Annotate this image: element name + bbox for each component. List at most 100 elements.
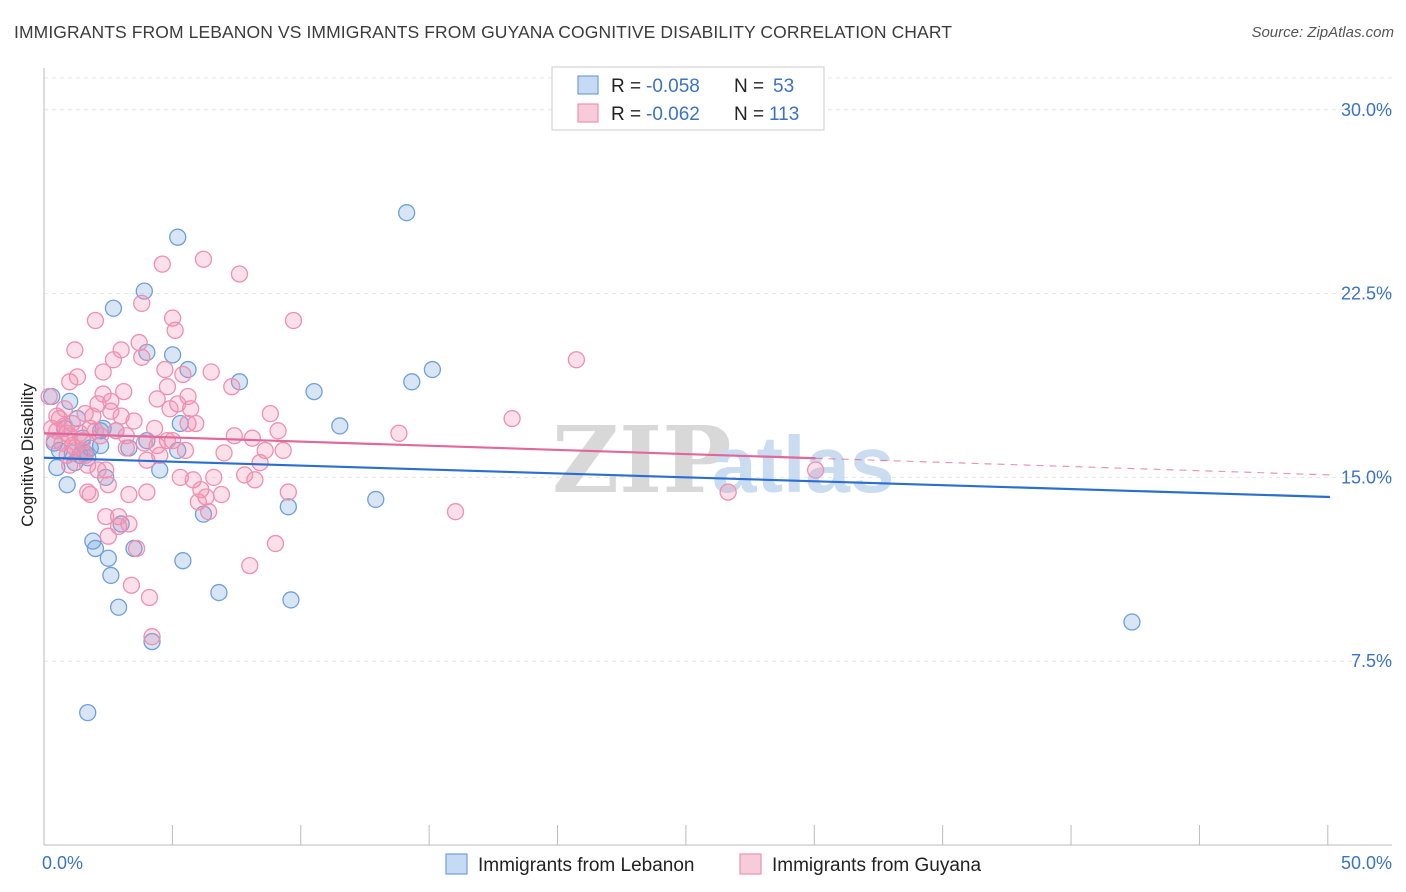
point-guyana — [115, 382, 133, 401]
point-guyana — [151, 446, 169, 464]
point-guyana — [158, 378, 177, 396]
point-guyana — [40, 387, 58, 406]
point-guyana — [130, 333, 148, 352]
point-guyana — [215, 444, 233, 462]
point-guyana — [202, 363, 220, 381]
point-lebanon — [174, 552, 192, 570]
point-guyana — [127, 539, 146, 558]
y-tick-label: 30.0% — [1341, 100, 1392, 120]
point-guyana — [806, 461, 825, 479]
point-guyana — [261, 405, 279, 423]
point-guyana — [112, 341, 130, 359]
stats-legend-n-label-lebanon: N = — [734, 76, 764, 97]
point-guyana — [94, 363, 112, 381]
point-guyana — [125, 412, 143, 430]
point-guyana — [145, 419, 164, 438]
point-guyana — [61, 456, 79, 474]
point-guyana — [120, 515, 138, 533]
point-guyana — [156, 360, 174, 379]
point-guyana — [225, 427, 243, 445]
point-guyana — [194, 250, 213, 268]
y-tick-label: 22.5% — [1341, 284, 1392, 304]
point-guyana — [235, 466, 254, 484]
stats-legend-n-guyana: 113 — [769, 104, 799, 125]
series-legend: Immigrants from Lebanon Immigrants from … — [445, 853, 981, 876]
axes — [43, 68, 1392, 846]
legend-swatch-lebanon — [445, 853, 468, 875]
y-axis-title: Cognitive Disability — [18, 383, 37, 527]
point-lebanon — [109, 598, 128, 616]
point-guyana — [66, 341, 84, 359]
data-points — [40, 204, 1141, 722]
point-lebanon — [403, 373, 421, 391]
point-guyana — [112, 407, 130, 425]
point-lebanon — [104, 299, 123, 317]
stats-legend-n-lebanon: 53 — [773, 76, 794, 97]
point-guyana — [241, 556, 259, 575]
point-guyana — [86, 311, 105, 330]
point-guyana — [89, 395, 107, 413]
point-guyana — [567, 351, 586, 369]
point-guyana — [120, 485, 138, 504]
point-guyana — [269, 422, 287, 440]
point-guyana — [143, 628, 161, 646]
point-lebanon — [423, 360, 442, 379]
source-label: Source: ZipAtlas.com — [1251, 24, 1394, 41]
point-lebanon — [99, 549, 117, 567]
point-lebanon — [279, 498, 297, 516]
point-guyana — [97, 507, 115, 526]
point-guyana — [230, 265, 249, 283]
point-guyana — [63, 436, 81, 455]
point-guyana — [102, 402, 120, 420]
point-lebanon — [331, 417, 349, 435]
point-guyana — [279, 483, 297, 501]
point-guyana — [205, 468, 223, 487]
y-tick-label: 15.0% — [1341, 467, 1392, 487]
point-lebanon — [282, 591, 300, 609]
point-guyana — [158, 431, 177, 450]
legend-swatch-guyana — [739, 853, 762, 875]
point-lebanon — [143, 632, 161, 651]
point-lebanon — [367, 490, 385, 509]
point-lebanon — [305, 382, 323, 401]
point-guyana — [719, 483, 737, 501]
legend-label-lebanon: Immigrants from Lebanon — [478, 855, 695, 876]
point-guyana — [197, 488, 215, 506]
point-lebanon — [398, 204, 416, 222]
point-lebanon — [169, 228, 187, 246]
point-lebanon — [1123, 613, 1141, 631]
point-guyana — [174, 365, 192, 384]
point-guyana — [122, 576, 141, 594]
point-guyana — [274, 441, 292, 460]
stats-legend-r-label-guyana: R = — [611, 104, 641, 125]
trend-line-guyana — [43, 432, 816, 460]
chart-title: IMMIGRANTS FROM LEBANON VS IMMIGRANTS FR… — [14, 22, 953, 42]
point-lebanon — [163, 346, 182, 364]
point-guyana — [138, 483, 156, 501]
y-tick-labels: 7.5% 15.0% 22.5% 30.0% — [1341, 100, 1392, 671]
point-guyana — [99, 527, 117, 545]
point-lebanon — [58, 476, 76, 494]
point-lebanon — [179, 360, 197, 379]
point-guyana — [89, 461, 107, 479]
point-lebanon — [102, 566, 120, 585]
point-guyana — [171, 468, 189, 487]
point-guyana — [243, 429, 261, 447]
stats-legend-r-lebanon: -0.058 — [646, 76, 700, 97]
point-guyana — [179, 414, 197, 433]
trend-line-lebanon — [43, 456, 1331, 499]
point-guyana — [135, 434, 153, 452]
point-guyana — [148, 390, 166, 408]
point-guyana — [166, 321, 184, 339]
point-guyana — [446, 503, 465, 521]
point-guyana — [48, 407, 66, 425]
stats-legend-r-label-lebanon: R = — [611, 76, 641, 97]
watermark-zip: ZIP — [552, 406, 731, 514]
x-tick-label-min: 0.0% — [42, 853, 83, 873]
point-guyana — [94, 385, 112, 403]
point-lebanon — [210, 583, 228, 602]
point-guyana — [176, 441, 195, 460]
point-guyana — [153, 255, 171, 273]
point-guyana — [79, 483, 97, 501]
